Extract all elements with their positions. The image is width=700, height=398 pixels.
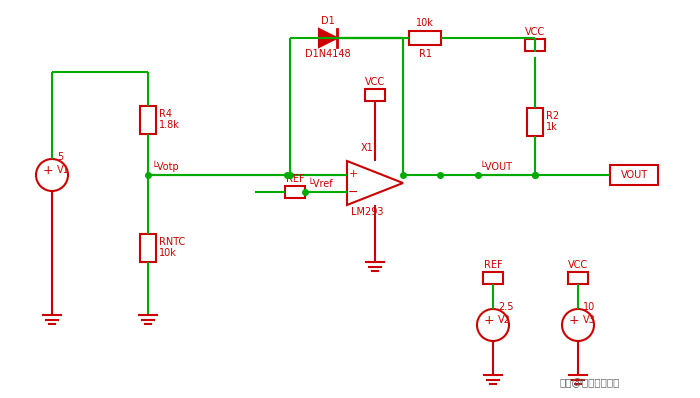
- Text: X1: X1: [360, 143, 373, 153]
- Text: −: −: [348, 185, 358, 199]
- Bar: [365, 89, 385, 101]
- Bar: [525, 39, 545, 51]
- Bar: [483, 272, 503, 284]
- Bar: [527, 108, 543, 136]
- Bar: [140, 234, 156, 262]
- Text: REF: REF: [484, 260, 503, 270]
- Text: D1N4148: D1N4148: [305, 49, 351, 59]
- Text: 10k: 10k: [416, 18, 434, 28]
- Text: VCC: VCC: [365, 77, 385, 87]
- Text: 1k: 1k: [546, 122, 558, 132]
- Text: R2: R2: [546, 111, 559, 121]
- Text: VCC: VCC: [525, 27, 545, 37]
- Text: V2: V2: [498, 315, 511, 325]
- Text: 1.8k: 1.8k: [159, 120, 180, 130]
- Text: LM293: LM293: [351, 207, 384, 217]
- Text: R1: R1: [419, 49, 431, 59]
- Text: RNTC: RNTC: [159, 237, 186, 247]
- Text: +: +: [568, 314, 580, 326]
- Polygon shape: [319, 29, 337, 47]
- Text: VOUT: VOUT: [620, 170, 648, 180]
- Text: V1: V1: [57, 165, 70, 175]
- Text: D1: D1: [321, 16, 335, 26]
- Text: └VOUT: └VOUT: [480, 162, 513, 172]
- Text: +: +: [484, 314, 494, 326]
- Text: 10: 10: [583, 302, 595, 312]
- Text: 2.5: 2.5: [498, 302, 514, 312]
- Text: 5: 5: [57, 152, 63, 162]
- Text: └Votp: └Votp: [151, 161, 178, 172]
- Bar: [285, 186, 305, 198]
- Text: VCC: VCC: [568, 260, 588, 270]
- Bar: [568, 272, 588, 284]
- Text: REF: REF: [286, 174, 304, 184]
- Text: 头条@李工谈元器件: 头条@李工谈元器件: [560, 378, 620, 388]
- Text: └Vref: └Vref: [308, 179, 334, 189]
- Text: 10k: 10k: [159, 248, 177, 258]
- Text: +: +: [43, 164, 53, 176]
- Bar: [610, 165, 658, 185]
- Text: R4: R4: [159, 109, 172, 119]
- Bar: [409, 31, 441, 45]
- Bar: [140, 106, 156, 134]
- Text: V3: V3: [583, 315, 596, 325]
- Text: +: +: [349, 169, 358, 179]
